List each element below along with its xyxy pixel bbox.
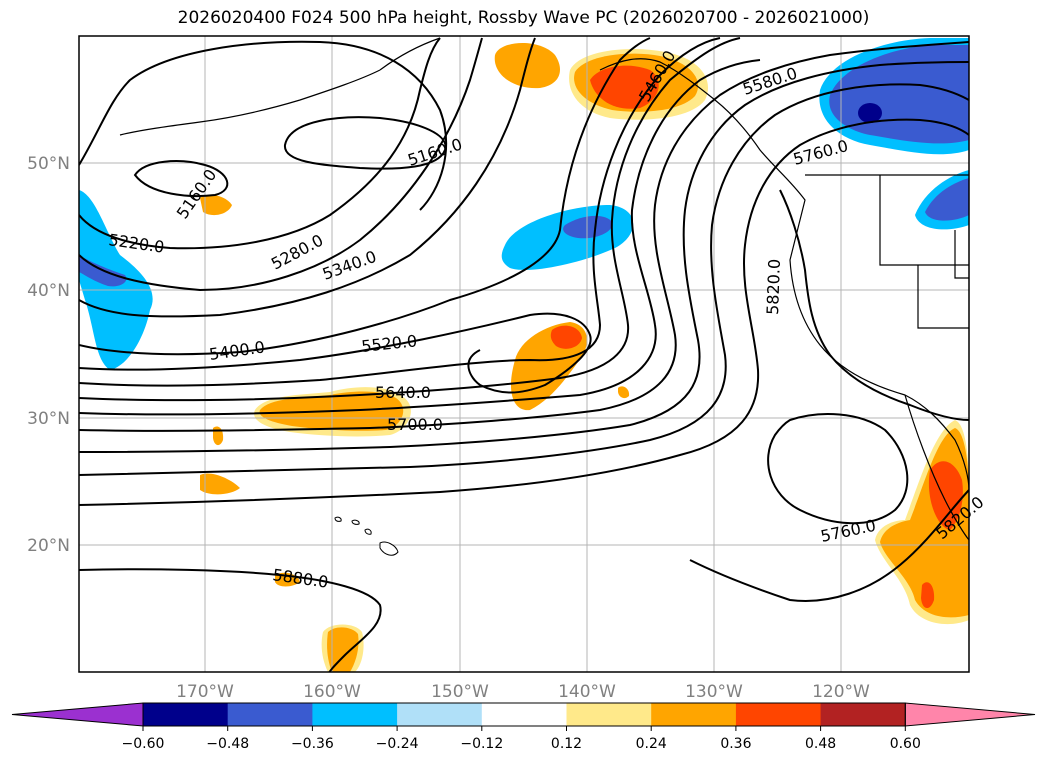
shade-positive-center [550, 325, 582, 349]
lon-tick-label: 170°W [176, 682, 234, 702]
colorbar-tick-label: −0.48 [206, 736, 249, 752]
colorbar-segment [227, 703, 313, 726]
shade-positive-small [200, 194, 232, 216]
lat-tick-label: 40°N [27, 281, 70, 301]
colorbar-outline [142, 702, 906, 727]
colorbar-tick-label: −0.60 [122, 736, 165, 752]
contour-label: 5820.0 [763, 259, 784, 316]
colorbar-tick-label: 0.12 [551, 736, 582, 752]
contour-label: 5640.0 [375, 383, 431, 402]
colorbar-tick-label: 0.36 [720, 736, 751, 752]
shade-negative-east [925, 178, 969, 221]
lon-tick-label: 160°W [303, 682, 361, 702]
contour-label: 5700.0 [387, 415, 443, 434]
lon-tick-label: 130°W [685, 682, 743, 702]
colorbar-tick-label: 0.48 [805, 736, 836, 752]
shade-positive-small [618, 386, 630, 399]
lon-tick-label: 120°W [812, 682, 870, 702]
lon-tick-label: 140°W [558, 682, 616, 702]
colorbar-segment [651, 703, 737, 726]
colorbar-segment [312, 703, 398, 726]
gridlines [79, 36, 969, 672]
colorbar-segment [820, 703, 906, 726]
shade-positive-southeast [928, 461, 963, 530]
colorbar-tick-label: 0.24 [636, 736, 667, 752]
lat-axis: 50°N 40°N 30°N 20°N [27, 154, 70, 556]
colorbar-tick-label: 0.60 [890, 736, 921, 752]
lat-tick-label: 50°N [27, 154, 70, 174]
colorbar-extend-high [904, 702, 1036, 727]
shade-positive-southeast [921, 582, 935, 609]
lon-axis: 170°W 160°W 150°W 140°W 130°W 120°W [176, 682, 870, 702]
colorbar-tick-label: −0.12 [460, 736, 503, 752]
colorbar-tick-label: −0.24 [376, 736, 419, 752]
colorbar-segment [735, 703, 822, 726]
shade-positive-small [200, 473, 240, 495]
lat-tick-label: 20°N [27, 536, 70, 556]
colorbar-extend-low [11, 702, 144, 727]
shade-negative-mid [563, 215, 613, 239]
colorbar-tick-label: −0.36 [291, 736, 334, 752]
colorbar-segment [397, 703, 483, 726]
islands [334, 516, 399, 556]
lat-tick-label: 30°N [27, 409, 70, 429]
map-title: 2026020400 F024 500 hPa height, Rossby W… [177, 8, 870, 28]
shade-negative-northeast [858, 103, 882, 123]
height-contours [79, 37, 969, 672]
colorbar: −0.60 −0.48 −0.36 −0.24 −0.12 0.12 0.24 0.36 0.4… [11, 702, 1036, 752]
shade-positive-small [327, 627, 359, 672]
colorbar-segment [566, 703, 652, 726]
colorbar-segment [481, 703, 567, 726]
colorbar-segment [143, 703, 229, 726]
lon-tick-label: 150°W [431, 682, 489, 702]
coastlines [119, 37, 969, 541]
map-frame [78, 35, 970, 673]
